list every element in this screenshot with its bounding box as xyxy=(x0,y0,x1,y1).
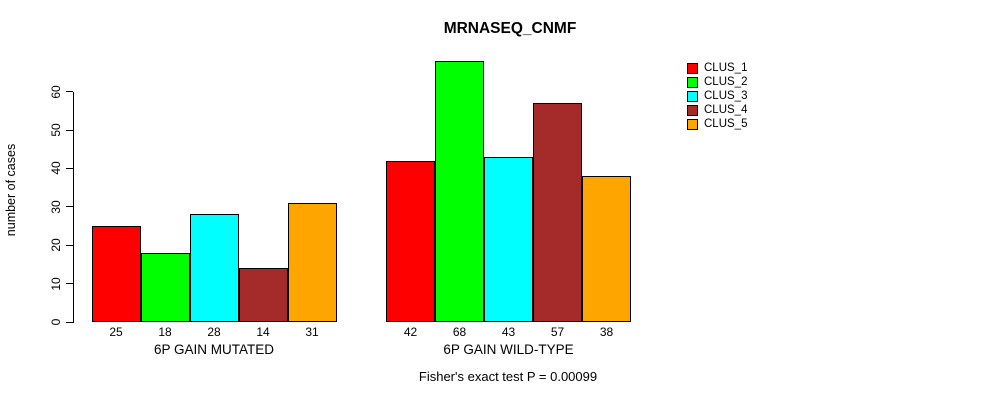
legend-item-label: CLUS_3 xyxy=(704,89,748,102)
y-axis-tick-label: 50 xyxy=(49,123,63,137)
legend-swatch-clus_3 xyxy=(687,90,698,102)
legend-item-label: CLUS_1 xyxy=(704,61,748,74)
legend-item-label: CLUS_4 xyxy=(704,103,748,116)
y-axis-tick-label: 10 xyxy=(49,276,63,291)
legend: CLUS_1 CLUS_2 CLUS_3 CLUS_4 CLUS_5 xyxy=(687,61,747,131)
bar-clus_2 xyxy=(140,252,190,322)
stat-test-caption: Fisher's exact test P = 0.00099 xyxy=(418,369,598,384)
y-axis-tick-label: 60 xyxy=(49,84,63,99)
bar-clus_1 xyxy=(386,160,435,322)
legend-item-clus_1: CLUS_1 xyxy=(687,61,747,75)
bar-value-label: 28 xyxy=(207,325,221,339)
y-axis-tick xyxy=(66,206,73,208)
legend-item-clus_5: CLUS_5 xyxy=(687,117,747,131)
legend-item-clus_4: CLUS_4 xyxy=(687,103,747,117)
legend-item-label: CLUS_5 xyxy=(704,117,748,130)
legend-swatch-clus_2 xyxy=(687,76,698,88)
bar-value-label: 38 xyxy=(599,325,614,339)
legend-swatch-clus_5 xyxy=(687,118,698,130)
y-axis-tick xyxy=(66,91,73,93)
y-axis-line xyxy=(73,91,74,323)
bar-clus_5 xyxy=(287,202,337,322)
bar-value-label: 14 xyxy=(256,325,270,339)
legend-swatch-clus_4 xyxy=(687,104,698,116)
bar-clus_3 xyxy=(189,214,239,322)
y-axis-tick xyxy=(66,321,73,323)
bar-value-label: 68 xyxy=(452,325,467,339)
y-axis-tick xyxy=(66,244,73,246)
y-axis-tick-label: 20 xyxy=(49,238,63,252)
bar-value-label: 43 xyxy=(501,325,516,339)
bar-value-label: 25 xyxy=(109,325,123,339)
y-axis-tick-label: 30 xyxy=(49,200,63,214)
y-axis-tick xyxy=(66,129,73,131)
group-label: 6P GAIN MUTATED xyxy=(153,342,275,357)
legend-item-label: CLUS_2 xyxy=(704,75,748,88)
bar-clus_5 xyxy=(582,176,631,322)
bar-value-label: 18 xyxy=(158,325,172,339)
bar-clus_4 xyxy=(533,103,582,322)
y-axis-tick-label: 40 xyxy=(49,161,63,176)
bar-value-label: 31 xyxy=(305,325,319,339)
group-label: 6P GAIN WILD-TYPE xyxy=(443,342,574,357)
y-axis-tick-label: 0 xyxy=(49,318,63,326)
bar-value-label: 57 xyxy=(550,325,565,339)
bar-clus_3 xyxy=(484,156,533,322)
bar-clus_1 xyxy=(91,226,141,322)
legend-item-clus_2: CLUS_2 xyxy=(687,75,747,89)
y-axis-tick xyxy=(66,167,73,169)
bar-clus_4 xyxy=(238,268,288,322)
bar-clus_2 xyxy=(435,60,484,322)
legend-swatch-clus_1 xyxy=(687,62,698,74)
bar-value-label: 42 xyxy=(403,325,418,339)
legend-item-clus_3: CLUS_3 xyxy=(687,89,747,103)
y-axis-tick xyxy=(66,283,73,285)
chart-title: MRNASEQ_CNMF xyxy=(443,20,577,37)
